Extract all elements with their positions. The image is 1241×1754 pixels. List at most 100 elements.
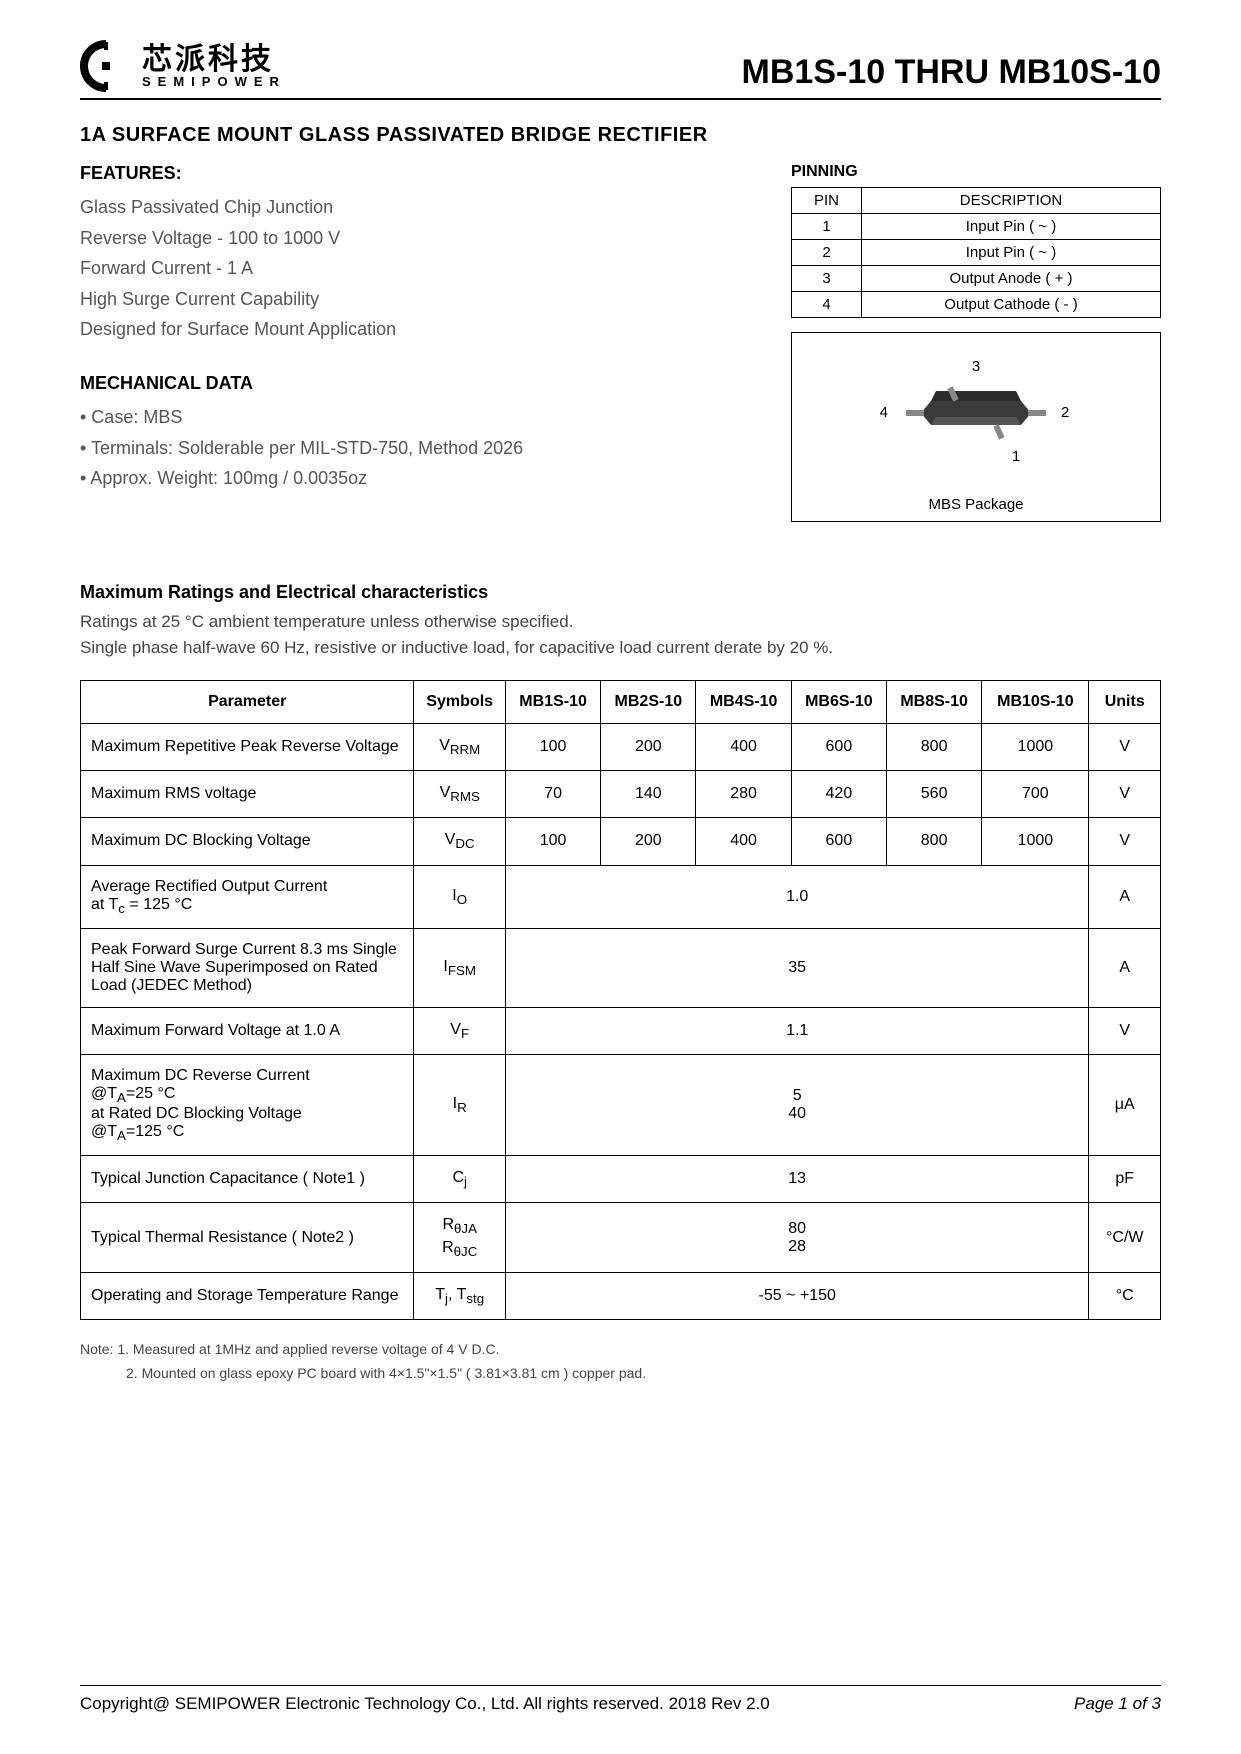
ratings-col-header: MB1S-10 [505,681,600,724]
ratings-value-cell: 800 [887,818,982,865]
ratings-symbol-cell: VF [414,1007,505,1054]
ratings-unit-cell: V [1089,1007,1161,1054]
ratings-param-cell: Maximum DC Blocking Voltage [81,818,414,865]
pin-cell: 3 [792,266,862,292]
pkg-pin-3-label: 3 [972,358,980,375]
ratings-col-header: Symbols [414,681,505,724]
pin-row: 3Output Anode ( + ) [792,266,1161,292]
ratings-value-cell: 540 [505,1054,1089,1155]
ratings-unit-cell: °C/W [1089,1203,1161,1272]
mechanical-title: MECHANICAL DATA [80,373,751,394]
ratings-row: Typical Thermal Resistance ( Note2 )RθJA… [81,1203,1161,1272]
package-diagram: 3 2 1 4 MBS Package [791,332,1161,522]
footer: Copyright@ SEMIPOWER Electronic Technolo… [80,1685,1161,1714]
logo-icon [80,40,132,92]
features-list: Glass Passivated Chip JunctionReverse Vo… [80,192,751,345]
mechanical-item: • Terminals: Solderable per MIL-STD-750,… [80,433,751,464]
ratings-value-cell: -55 ~ +150 [505,1272,1089,1319]
package-icon: 3 2 1 4 [866,353,1086,483]
ratings-value-cell: 600 [791,818,886,865]
logo-text: 芯派科技 SEMIPOWER [142,45,286,88]
mechanical-item: • Case: MBS [80,402,751,433]
ratings-value-cell: 8028 [505,1203,1089,1272]
note-2: 2. Mounted on glass epoxy PC board with … [80,1362,1161,1386]
header: 芯派科技 SEMIPOWER MB1S-10 THRU MB10S-10 [80,40,1161,100]
ratings-unit-cell: A [1089,865,1161,928]
ratings-value-cell: 35 [505,928,1089,1007]
ratings-param-cell: Maximum DC Reverse Current @TA=25 °Cat R… [81,1054,414,1155]
ratings-value-cell: 70 [505,771,600,818]
pin-row: 2Input Pin ( ~ ) [792,240,1161,266]
ratings-table: ParameterSymbolsMB1S-10MB2S-10MB4S-10MB6… [80,680,1161,1320]
ratings-value-cell: 140 [601,771,696,818]
page-subtitle: 1A SURFACE MOUNT GLASS PASSIVATED BRIDGE… [80,124,1161,147]
ratings-param-cell: Average Rectified Output Currentat Tc = … [81,865,414,928]
ratings-col-header: MB2S-10 [601,681,696,724]
ratings-unit-cell: V [1089,724,1161,771]
ratings-row: Peak Forward Surge Current 8.3 ms Single… [81,928,1161,1007]
logo-cn: 芯派科技 [142,45,286,75]
ratings-symbol-cell: Tj, Tstg [414,1272,505,1319]
ratings-col-header: MB10S-10 [982,681,1089,724]
pinning-title: PINNING [791,163,1161,181]
ratings-row: Maximum Forward Voltage at 1.0 AVF1.1V [81,1007,1161,1054]
ratings-symbol-cell: VRMS [414,771,505,818]
ratings-symbol-cell: IFSM [414,928,505,1007]
ratings-value-cell: 280 [696,771,791,818]
pin-col-header: PIN [792,188,862,214]
desc-col-header: DESCRIPTION [862,188,1161,214]
ratings-col-header: Parameter [81,681,414,724]
ratings-value-cell: 700 [982,771,1089,818]
feature-item: Designed for Surface Mount Application [80,314,751,345]
ratings-subtitle: Ratings at 25 °C ambient temperature unl… [80,609,1161,660]
ratings-symbol-cell: VRRM [414,724,505,771]
ratings-unit-cell: pF [1089,1156,1161,1203]
pin-cell: Input Pin ( ~ ) [862,214,1161,240]
pin-cell: 1 [792,214,862,240]
ratings-symbol-cell: VDC [414,818,505,865]
package-caption: MBS Package [802,496,1150,513]
ratings-param-cell: Maximum RMS voltage [81,771,414,818]
pin-cell: 4 [792,292,862,318]
ratings-value-cell: 600 [791,724,886,771]
ratings-sub-line1: Ratings at 25 °C ambient temperature unl… [80,609,1161,635]
ratings-value-cell: 1000 [982,818,1089,865]
ratings-unit-cell: A [1089,928,1161,1007]
ratings-col-header: MB4S-10 [696,681,791,724]
notes-block: Note: 1. Measured at 1MHz and applied re… [80,1338,1161,1386]
ratings-unit-cell: V [1089,771,1161,818]
pin-cell: Input Pin ( ~ ) [862,240,1161,266]
ratings-param-cell: Typical Thermal Resistance ( Note2 ) [81,1203,414,1272]
ratings-value-cell: 1.1 [505,1007,1089,1054]
ratings-param-cell: Maximum Forward Voltage at 1.0 A [81,1007,414,1054]
part-title: MB1S-10 THRU MB10S-10 [742,53,1161,92]
ratings-col-header: MB8S-10 [887,681,982,724]
ratings-value-cell: 200 [601,818,696,865]
footer-copyright: Copyright@ SEMIPOWER Electronic Technolo… [80,1694,770,1714]
ratings-title: Maximum Ratings and Electrical character… [80,582,1161,603]
ratings-value-cell: 1000 [982,724,1089,771]
pin-row: 1Input Pin ( ~ ) [792,214,1161,240]
ratings-value-cell: 800 [887,724,982,771]
ratings-row: Maximum DC Blocking VoltageVDC1002004006… [81,818,1161,865]
ratings-symbol-cell: RθJARθJC [414,1203,505,1272]
ratings-unit-cell: V [1089,818,1161,865]
ratings-row: Average Rectified Output Currentat Tc = … [81,865,1161,928]
ratings-row: Maximum DC Reverse Current @TA=25 °Cat R… [81,1054,1161,1155]
pkg-pin-4-label: 4 [880,404,888,421]
pin-cell: Output Anode ( + ) [862,266,1161,292]
ratings-col-header: Units [1089,681,1161,724]
pin-cell: 2 [792,240,862,266]
mechanical-list: • Case: MBS• Terminals: Solderable per M… [80,402,751,494]
feature-item: High Surge Current Capability [80,284,751,315]
pin-row: 4Output Cathode ( - ) [792,292,1161,318]
logo-block: 芯派科技 SEMIPOWER [80,40,286,92]
feature-item: Glass Passivated Chip Junction [80,192,751,223]
ratings-value-cell: 100 [505,724,600,771]
ratings-col-header: MB6S-10 [791,681,886,724]
feature-item: Reverse Voltage - 100 to 1000 V [80,223,751,254]
ratings-value-cell: 1.0 [505,865,1089,928]
footer-page: Page 1 of 3 [1074,1694,1161,1714]
ratings-value-cell: 400 [696,818,791,865]
ratings-value-cell: 200 [601,724,696,771]
